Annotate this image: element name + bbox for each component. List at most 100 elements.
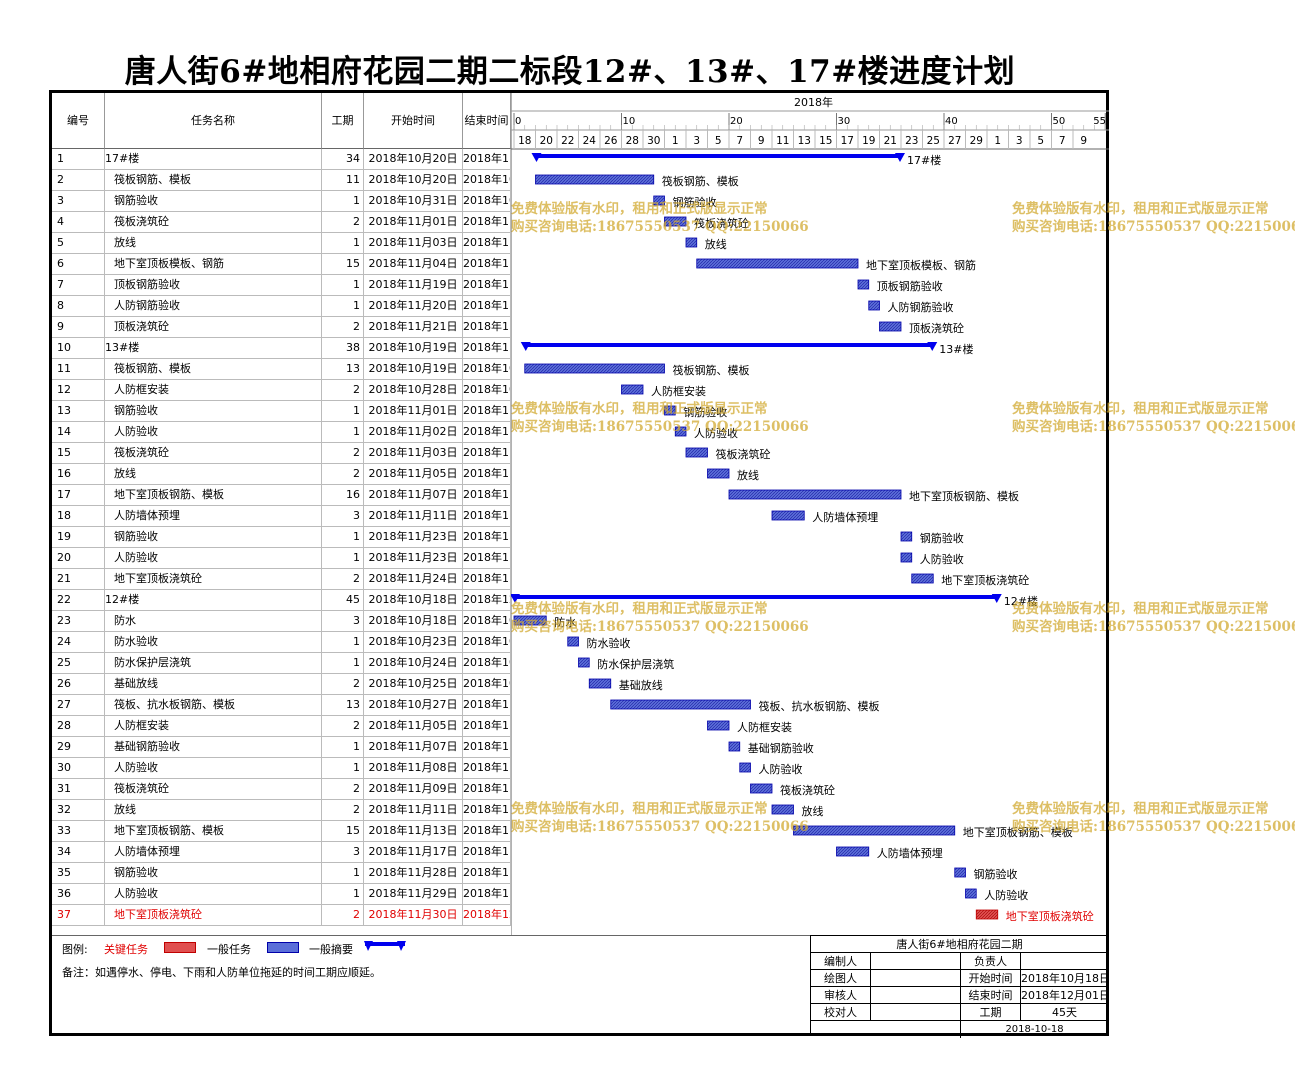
date-label: 24 xyxy=(583,135,597,147)
task-start: 2018年10月19日 xyxy=(364,359,463,379)
task-start: 2018年11月05日 xyxy=(364,464,463,484)
task-duration: 2 xyxy=(322,212,364,232)
table-row: 24防水验收12018年10月23日2018年10月23日 xyxy=(52,632,511,653)
start-label: 开始时间 xyxy=(961,970,1021,987)
task-bar xyxy=(771,510,805,521)
task-bar xyxy=(707,720,730,731)
task-id: 21 xyxy=(52,569,105,589)
bar-label: 人防验收 xyxy=(920,552,964,566)
task-id: 16 xyxy=(52,464,105,484)
legend-summary-swatch xyxy=(364,941,406,951)
task-id: 4 xyxy=(52,212,105,232)
table-row: 36人防验收12018年11月29日2018年11月29日 xyxy=(52,884,511,905)
summary-start-marker xyxy=(510,594,520,603)
task-id: 36 xyxy=(52,884,105,904)
date-label: 9 xyxy=(1080,135,1087,147)
task-end: 2018年11月08日 xyxy=(463,695,511,715)
table-row: 34人防墙体预埋32018年11月17日2018年11月19日 xyxy=(52,842,511,863)
task-bar xyxy=(900,552,913,563)
bar-label: 防水 xyxy=(554,615,576,629)
task-name: 17#楼 xyxy=(105,149,322,169)
task-name: 人防框安装 xyxy=(105,380,322,400)
task-start: 2018年11月01日 xyxy=(364,212,463,232)
ruler-label: 40 xyxy=(945,116,958,127)
task-end: 2018年11月10日 xyxy=(463,779,511,799)
task-end: 2018年11月02日 xyxy=(463,422,511,442)
task-id: 7 xyxy=(52,275,105,295)
task-duration: 1 xyxy=(322,863,364,883)
bar-label: 筏板钢筋、模板 xyxy=(673,363,750,377)
checker-value xyxy=(871,1004,961,1021)
task-bar xyxy=(664,405,676,416)
duration-value: 45天 xyxy=(1021,1004,1108,1021)
table-row: 5放线12018年11月03日2018年11月03日 xyxy=(52,233,511,254)
owner-label: 负责人 xyxy=(961,953,1021,970)
task-name: 人防钢筋验收 xyxy=(105,296,322,316)
column-header-start: 开始时间 xyxy=(364,93,463,149)
bar-label: 地下室顶板浇筑砼 xyxy=(1006,909,1094,923)
summary-bar xyxy=(524,343,934,347)
task-name: 顶板浇筑砼 xyxy=(105,317,322,337)
table-row: 117#楼342018年10月20日2018年11月22日 xyxy=(52,149,511,170)
task-id: 32 xyxy=(52,800,105,820)
task-bar xyxy=(685,237,698,248)
bar-label: 地下室顶板钢筋、模板 xyxy=(963,825,1073,839)
task-start: 2018年11月23日 xyxy=(364,548,463,568)
task-bar xyxy=(739,762,751,773)
task-duration: 34 xyxy=(322,149,364,169)
task-id: 6 xyxy=(52,254,105,274)
task-start: 2018年11月08日 xyxy=(364,758,463,778)
task-start: 2018年11月01日 xyxy=(364,401,463,421)
task-duration: 45 xyxy=(322,590,364,610)
date-label: 25 xyxy=(927,135,940,147)
bar-label: 人防验收 xyxy=(984,888,1028,902)
table-row: 19钢筋验收12018年11月23日2018年11月23日 xyxy=(52,527,511,548)
reviewer-label: 审核人 xyxy=(811,987,871,1004)
task-start: 2018年11月05日 xyxy=(364,716,463,736)
task-start: 2018年11月02日 xyxy=(364,422,463,442)
task-name: 人防框安装 xyxy=(105,716,322,736)
task-name: 钢筋验收 xyxy=(105,527,322,547)
task-name: 地下室顶板钢筋、模板 xyxy=(105,485,322,505)
task-start: 2018年10月19日 xyxy=(364,338,463,358)
task-name: 12#楼 xyxy=(105,590,322,610)
table-row: 35钢筋验收12018年11月28日2018年11月28日 xyxy=(52,863,511,884)
task-start: 2018年11月17日 xyxy=(364,842,463,862)
task-duration: 1 xyxy=(322,884,364,904)
table-row: 3钢筋验收12018年10月31日2018年10月31日 xyxy=(52,191,511,212)
task-id: 3 xyxy=(52,191,105,211)
date-label: 5 xyxy=(1037,135,1044,147)
task-bar xyxy=(578,657,590,668)
task-start: 2018年10月18日 xyxy=(364,611,463,631)
bar-label: 筏板浇筑砼 xyxy=(716,447,771,461)
task-id: 18 xyxy=(52,506,105,526)
table-row: 16放线22018年11月05日2018年11月06日 xyxy=(52,464,511,485)
task-start: 2018年11月30日 xyxy=(364,905,463,925)
page-title: 唐人街6#地相府花园二期二标段12#、13#、17#楼进度计划 xyxy=(124,54,1016,90)
task-bar xyxy=(567,636,579,647)
task-bar xyxy=(900,531,913,542)
task-id: 17 xyxy=(52,485,105,505)
date-label: 5 xyxy=(715,135,722,147)
task-duration: 1 xyxy=(322,653,364,673)
task-end: 2018年11月20日 xyxy=(463,296,511,316)
task-duration: 1 xyxy=(322,737,364,757)
bar-label: 钢筋验收 xyxy=(673,195,717,209)
task-id: 13 xyxy=(52,401,105,421)
table-row: 20人防验收12018年11月23日2018年11月23日 xyxy=(52,548,511,569)
bar-label: 人防验收 xyxy=(694,426,738,440)
task-name: 人防墙体预埋 xyxy=(105,842,322,862)
task-duration: 2 xyxy=(322,443,364,463)
task-name: 人防验收 xyxy=(105,548,322,568)
task-bar xyxy=(965,888,977,899)
task-end: 2018年10月23日 xyxy=(463,632,511,652)
table-row: 8人防钢筋验收12018年11月20日2018年11月20日 xyxy=(52,296,511,317)
task-duration: 16 xyxy=(322,485,364,505)
task-id: 26 xyxy=(52,674,105,694)
task-duration: 38 xyxy=(322,338,364,358)
task-duration: 2 xyxy=(322,905,364,925)
task-name: 放线 xyxy=(105,464,322,484)
task-duration: 2 xyxy=(322,800,364,820)
task-end: 2018年11月06日 xyxy=(463,716,511,736)
task-duration: 2 xyxy=(322,716,364,736)
